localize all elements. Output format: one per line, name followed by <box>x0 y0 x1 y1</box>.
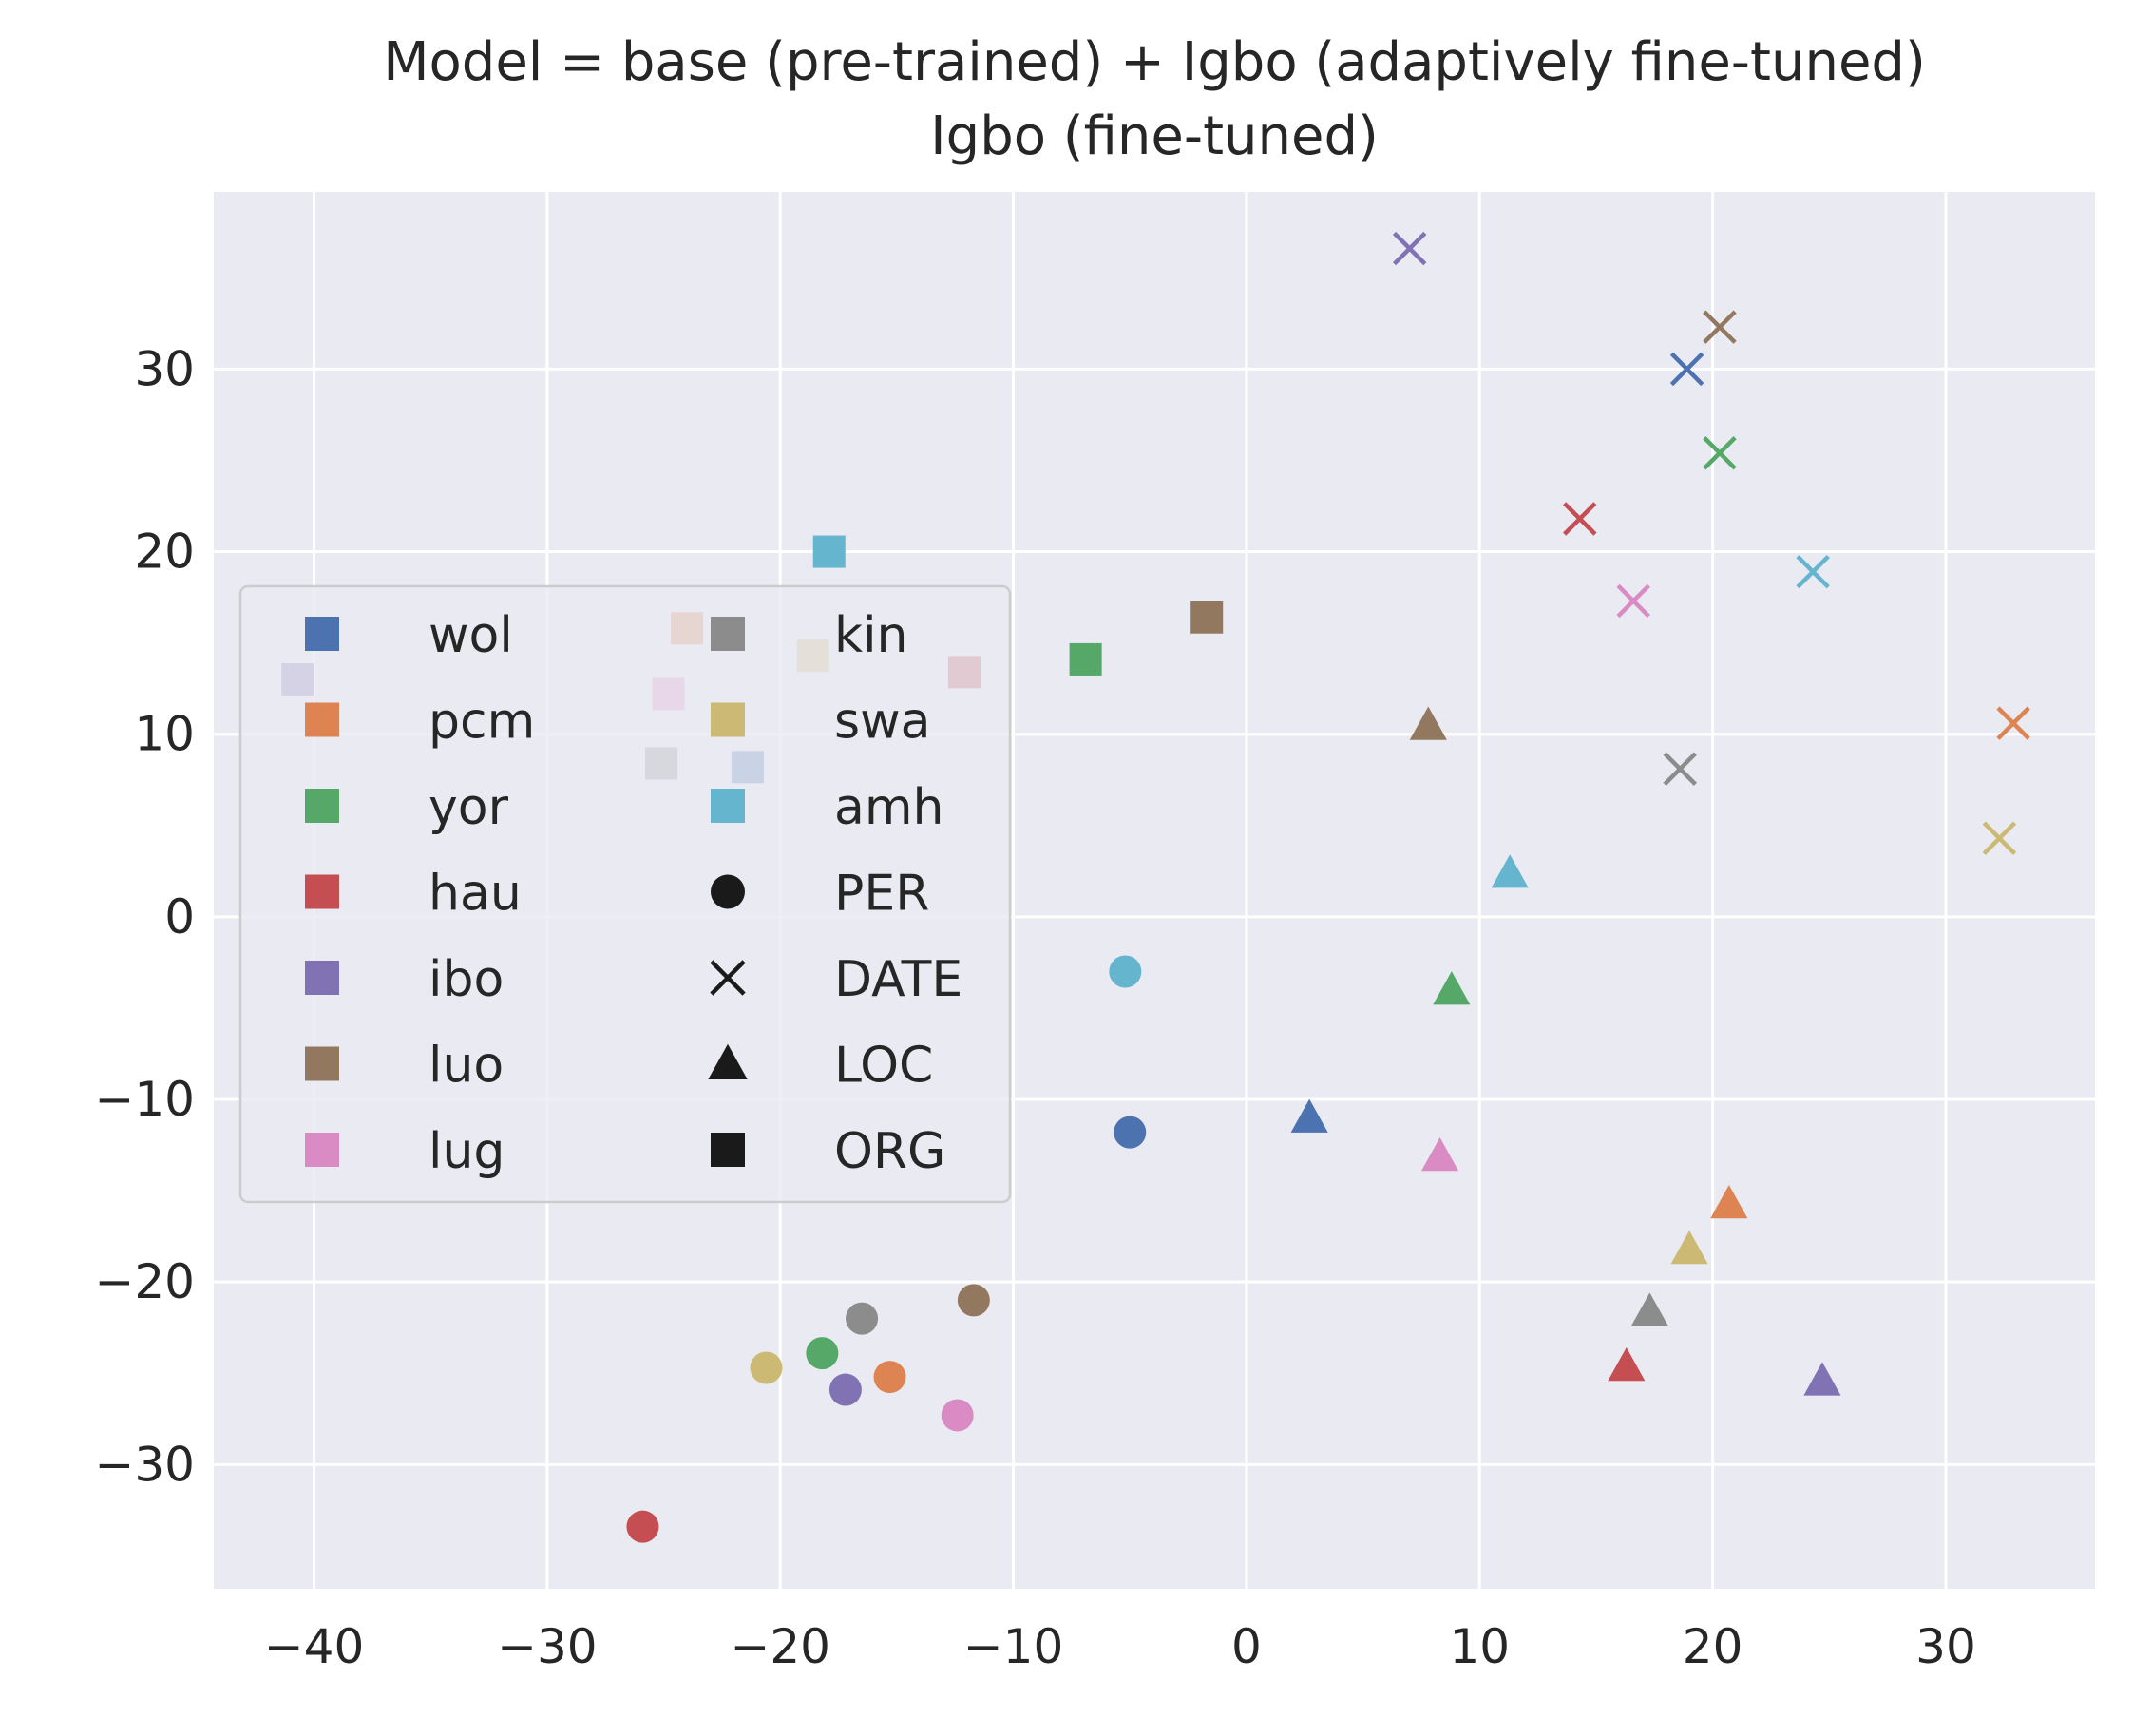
y-tick-label: −20 <box>94 1254 195 1309</box>
legend-marker-swa <box>711 702 745 737</box>
x-tick-label: −10 <box>963 1619 1064 1674</box>
point-wol-date <box>1669 352 1704 387</box>
legend-label-ibo: ibo <box>429 951 504 1008</box>
grid-lines <box>214 192 2095 1589</box>
y-tick-labels: −30 −20 −10 0 10 20 30 <box>94 341 195 1492</box>
legend-box <box>238 584 1012 1204</box>
y-tick-label: 0 <box>164 889 195 944</box>
point-ibo-per <box>828 1373 862 1406</box>
y-tick-label: 20 <box>134 525 195 580</box>
legend-marker-hau <box>305 874 339 909</box>
point-kin-per <box>846 1302 879 1335</box>
y-tick-label: −30 <box>94 1437 195 1492</box>
legend-label-hau: hau <box>429 866 522 923</box>
legend-marker-per <box>711 874 745 909</box>
point-hau-date <box>1563 502 1597 536</box>
x-tick-label: −20 <box>730 1619 830 1674</box>
x-tick-labels: −40 −30 −20 −10 0 10 20 30 <box>264 1619 1976 1674</box>
point-luo-loc <box>1409 706 1447 740</box>
legend-label-lug: lug <box>429 1123 505 1180</box>
y-tick-label: −10 <box>94 1072 195 1127</box>
legend-marker-wol <box>305 617 339 651</box>
x-tick-label: −30 <box>497 1619 598 1674</box>
point-swa-per <box>750 1351 783 1384</box>
x-tick-label: 30 <box>1915 1619 1976 1674</box>
point-yor-date <box>1703 436 1737 470</box>
point-pcm-date <box>1996 706 2030 740</box>
x-tick-label: 10 <box>1449 1619 1510 1674</box>
point-kin-date <box>1663 752 1698 786</box>
point-lug-date <box>1616 583 1650 619</box>
x-tick-label: 20 <box>1683 1619 1743 1674</box>
legend-marker-kin <box>711 617 745 651</box>
point-wol-loc <box>1290 1098 1328 1133</box>
chart-subtitle: Igbo (fine-tuned) <box>930 105 1379 167</box>
legend: wol pcm yor hau ibo luo lug kin swa amh PER DATE LOC… <box>238 584 1012 1204</box>
point-yor-per <box>806 1337 839 1370</box>
legend-marker-pcm <box>305 702 339 737</box>
legend-label-luo: luo <box>429 1038 504 1095</box>
legend-label-amh: amh <box>834 779 943 836</box>
x-tick-label: −40 <box>264 1619 365 1674</box>
point-ibo-date <box>1392 231 1427 266</box>
legend-marker-yor <box>305 789 339 823</box>
point-lug-loc <box>1421 1137 1459 1172</box>
legend-label-yor: yor <box>429 779 509 836</box>
point-amh-loc <box>1491 854 1529 888</box>
y-tick-label: 30 <box>134 341 195 396</box>
point-amh-date <box>1796 554 1830 589</box>
point-wol-per <box>1114 1116 1147 1149</box>
x-tick-label: 0 <box>1231 1619 1262 1674</box>
legend-marker-date <box>710 960 746 996</box>
point-swa-loc <box>1670 1230 1708 1265</box>
legend-marker-amh <box>711 789 745 823</box>
legend-label-org: ORG <box>834 1123 945 1180</box>
point-swa-date <box>1982 821 2017 855</box>
point-luo-org <box>1190 601 1224 634</box>
legend-marker-ibo <box>305 961 339 995</box>
chart-title: Model = base (pre-trained) + Igbo (adapt… <box>383 31 1926 93</box>
point-luo-per <box>957 1284 990 1317</box>
legend-label-date: DATE <box>834 951 962 1008</box>
point-pcm-per <box>873 1361 906 1394</box>
y-tick-label: 10 <box>134 707 195 762</box>
point-ibo-loc <box>1803 1362 1841 1396</box>
point-amh-per <box>1109 955 1142 988</box>
point-yor-org <box>1069 642 1102 676</box>
point-hau-per <box>626 1510 659 1543</box>
point-hau-loc <box>1608 1347 1646 1382</box>
legend-label-wol: wol <box>429 607 513 664</box>
legend-marker-lug <box>305 1133 339 1167</box>
point-kin-loc <box>1630 1292 1668 1326</box>
point-lug-per <box>941 1399 974 1432</box>
legend-marker-loc <box>708 1043 748 1080</box>
legend-label-swa: swa <box>834 694 931 751</box>
legend-label-loc: LOC <box>834 1038 933 1095</box>
point-pcm-loc <box>1710 1184 1748 1219</box>
point-amh-org <box>812 535 846 568</box>
point-yor-loc <box>1433 971 1471 1005</box>
legend-label-pcm: pcm <box>429 694 535 751</box>
point-luo-date <box>1703 310 1737 344</box>
legend-marker-org <box>711 1133 745 1167</box>
legend-label-per: PER <box>834 866 929 923</box>
legend-marker-luo <box>305 1046 339 1081</box>
legend-label-kin: kin <box>834 607 908 664</box>
